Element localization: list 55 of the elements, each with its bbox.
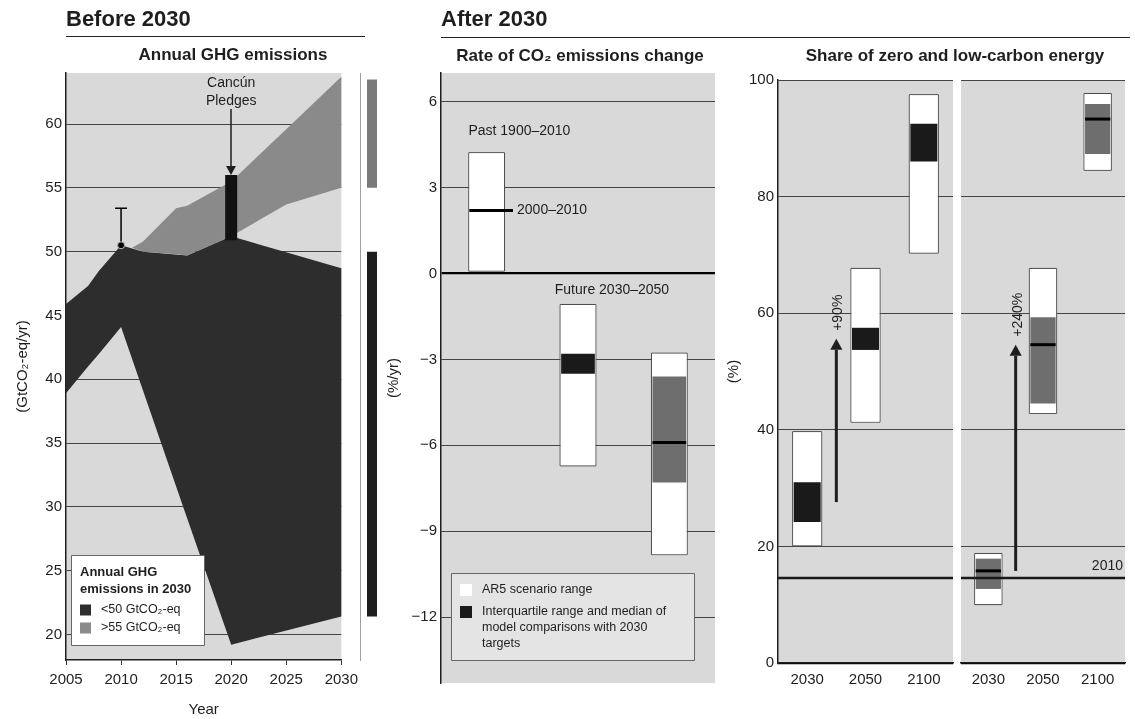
y-tick-label: 0 [428, 263, 437, 281]
legend-label: <50 GtCO₂-eq [101, 602, 181, 617]
x-tick-label: 2005 [49, 670, 83, 688]
y-axis-title: (%) [724, 359, 742, 384]
y-tick-label: 40 [757, 419, 774, 437]
x-tick-label: 2015 [159, 670, 193, 688]
y-tick-label: 6 [428, 91, 437, 109]
y-axis-title: (GtCO₂-eq/yr) [13, 320, 31, 413]
chart-title: Annual GHG emissions [138, 45, 328, 64]
y-axis-title: (%/yr) [384, 358, 402, 398]
y-tick-label: 45 [45, 305, 62, 323]
x-tick-label: 2030 [790, 670, 824, 688]
y-tick-label: 80 [757, 186, 774, 204]
y-tick-label: 0 [765, 653, 774, 671]
y-tick-label: −9 [419, 521, 437, 539]
chart-title: Rate of CO₂ emissions change [456, 46, 704, 65]
y-tick-label: 25 [45, 560, 62, 578]
text: After 2030 [441, 6, 548, 31]
annotation: +240% [1008, 292, 1025, 337]
y-tick-label: −12 [411, 607, 437, 625]
y-tick-label: 20 [45, 624, 62, 642]
legend-label: Interquartile range and median of model comparisons with 2030 targets [482, 604, 667, 651]
x-axis-title: Year [188, 700, 219, 718]
x-tick-label: 2020 [214, 670, 248, 688]
y-tick-label: 35 [45, 433, 62, 451]
x-tick-label: 2100 [1080, 670, 1115, 688]
y-tick-label: 60 [45, 114, 62, 132]
x-tick-label: 2030 [971, 670, 1006, 688]
legend-label: >55 GtCO₂-eq [101, 620, 181, 635]
legend-title: Annual GHG emissions in 2030 [80, 564, 192, 597]
annotation: +90% [829, 294, 846, 331]
x-tick-label: 2025 [269, 670, 303, 688]
y-tick-label: 55 [45, 177, 62, 195]
y-tick-label: −6 [419, 435, 437, 453]
x-tick-label: 2030 [324, 670, 358, 688]
y-tick-label: 50 [45, 241, 62, 259]
legend-label: AR5 scenario range [482, 582, 593, 597]
x-tick-label: 2050 [1026, 670, 1060, 688]
x-tick-label: 2010 [104, 670, 138, 688]
annotation: Cancún Pledges [205, 73, 257, 108]
y-tick-label: 3 [428, 177, 437, 195]
text: Before 2030 [66, 6, 191, 31]
y-tick-label: 30 [45, 497, 62, 515]
y-tick-label: 100 [748, 70, 774, 88]
annotation: Future 2030–2050 [554, 281, 670, 298]
x-tick-label: 2050 [848, 670, 883, 688]
chart-title: Share of zero and low-carbon energy [805, 46, 1105, 65]
annotation: 2010 [1091, 556, 1124, 573]
y-tick-label: 40 [45, 369, 62, 387]
y-tick-label: 20 [757, 536, 774, 554]
y-tick-label: −3 [419, 349, 437, 367]
annotation: 2000–2010 [517, 201, 588, 218]
x-tick-label: 2100 [907, 670, 941, 688]
y-tick-label: 60 [757, 303, 774, 321]
annotation: Past 1900–2010 [468, 121, 571, 138]
